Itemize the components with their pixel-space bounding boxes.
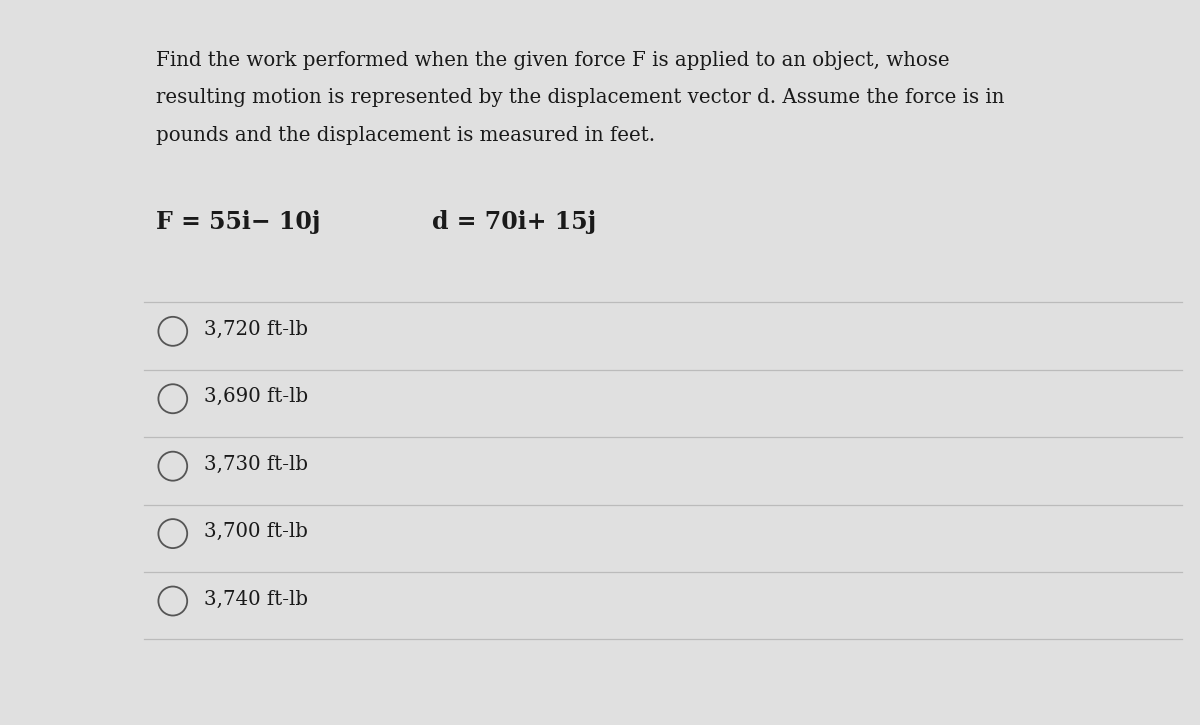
Text: F = 55i− 10j: F = 55i− 10j bbox=[156, 210, 320, 234]
Text: 3,740 ft-lb: 3,740 ft-lb bbox=[204, 589, 308, 608]
Text: Find the work performed when the given force F is applied to an object, whose: Find the work performed when the given f… bbox=[156, 51, 949, 70]
Text: d = 70i+ 15j: d = 70i+ 15j bbox=[432, 210, 596, 234]
Text: 3,730 ft-lb: 3,730 ft-lb bbox=[204, 455, 308, 473]
Text: 3,720 ft-lb: 3,720 ft-lb bbox=[204, 320, 308, 339]
Text: 3,700 ft-lb: 3,700 ft-lb bbox=[204, 522, 308, 541]
Text: 3,690 ft-lb: 3,690 ft-lb bbox=[204, 387, 308, 406]
Text: resulting motion is represented by the displacement vector d. Assume the force i: resulting motion is represented by the d… bbox=[156, 88, 1004, 107]
Text: pounds and the displacement is measured in feet.: pounds and the displacement is measured … bbox=[156, 126, 655, 145]
